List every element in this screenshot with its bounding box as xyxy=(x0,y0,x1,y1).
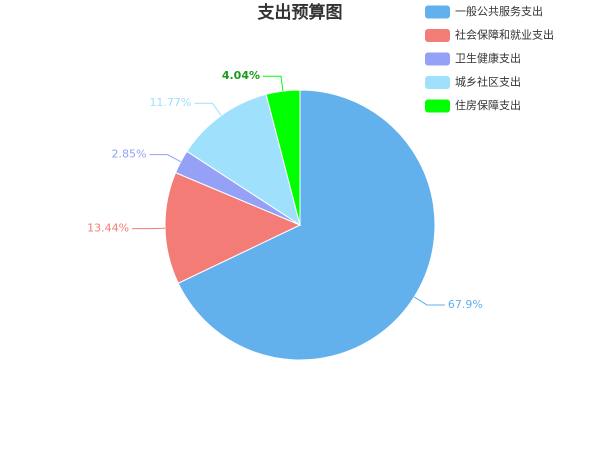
data-label: 67.9% xyxy=(448,298,483,311)
pie-slice xyxy=(186,93,301,227)
data-label: 13.44% xyxy=(87,222,129,235)
pie-slice xyxy=(177,89,436,361)
legend-label: 城乡社区支出 xyxy=(455,75,521,89)
legend-label: 住房保障支出 xyxy=(455,98,521,112)
data-label: 2.85% xyxy=(112,148,147,161)
label-line xyxy=(194,102,222,116)
legend-swatch xyxy=(425,5,450,19)
data-label: 4.04% xyxy=(222,69,260,82)
label-line xyxy=(263,75,284,92)
legend-swatch xyxy=(425,29,450,42)
chart-title: 支出预算图 xyxy=(258,2,343,23)
legend-swatch xyxy=(425,52,450,66)
legend-swatch xyxy=(425,76,450,89)
data-label: 11.77% xyxy=(149,96,191,109)
legend-label: 卫生健康支出 xyxy=(455,51,521,65)
legend-label: 社会保障和就业支出 xyxy=(455,28,554,42)
label-line xyxy=(413,296,445,306)
label-line xyxy=(149,154,181,163)
legend-label: 一般公共服务支出 xyxy=(455,4,543,18)
legend-swatch xyxy=(425,99,450,113)
